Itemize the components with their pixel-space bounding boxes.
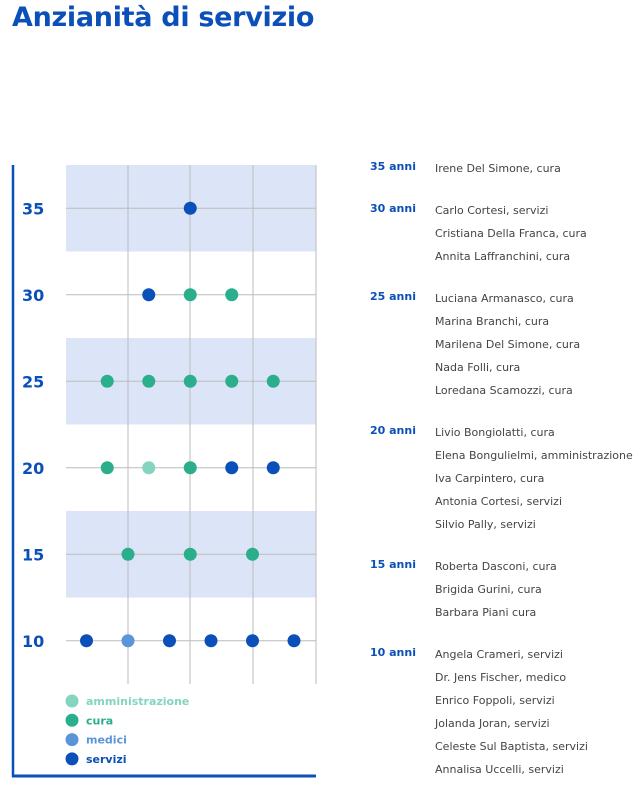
list-item: Roberta Dasconi, cura xyxy=(435,560,557,573)
list-item: Livio Bongiolatti, cura xyxy=(435,426,555,439)
dot-cura xyxy=(225,288,239,302)
y-tick-label: 15 xyxy=(22,545,44,564)
list-item: Carlo Cortesi, servizi xyxy=(435,204,549,217)
y-tick-label: 20 xyxy=(22,459,44,478)
dot-cura xyxy=(266,374,280,388)
years-label: 10 anni xyxy=(370,646,416,659)
list-item: Luciana Armanasco, cura xyxy=(435,292,574,305)
dot-servizi xyxy=(225,461,239,475)
list-item: Antonia Cortesi, servizi xyxy=(435,495,563,508)
list-group: 25 anni Luciana Armanasco, cura Marina Bra… xyxy=(370,290,640,405)
list-item: Jolanda Joran, servizi xyxy=(435,717,550,730)
legend-label-servizi: servizi xyxy=(86,753,127,766)
list-item: Irene Del Simone, cura xyxy=(435,162,561,175)
list-item: Celeste Sul Baptista, servizi xyxy=(435,740,588,753)
list-item: Annita Laffranchini, cura xyxy=(435,250,571,263)
list-item: Cristiana Della Franca, cura xyxy=(435,227,587,240)
years-label: 15 anni xyxy=(370,558,416,571)
list-item: Brigida Gurini, cura xyxy=(435,583,542,596)
list-item: Silvio Pally, servizi xyxy=(435,518,536,531)
dot-cura xyxy=(225,374,239,388)
dot-servizi xyxy=(163,634,176,648)
dot-servizi xyxy=(142,288,156,302)
y-tick-label: 25 xyxy=(22,372,44,391)
dot-servizi xyxy=(204,634,218,648)
list-item: Marina Branchi, cura xyxy=(435,315,550,328)
list-item: Barbara Piani cura xyxy=(435,606,537,619)
dot-cura xyxy=(183,288,197,302)
dot-cura xyxy=(100,461,114,475)
legend-dot-cura xyxy=(65,713,79,727)
list-item: Annalisa Uccelli, servizi xyxy=(435,763,564,776)
list-item: Dr. Jens Fischer, medico xyxy=(435,671,567,684)
dot-servizi xyxy=(246,634,259,648)
dot-cura xyxy=(183,374,197,388)
list-group: 35 anni Irene Del Simone, cura xyxy=(370,160,640,183)
staff-list: 35 anni Irene Del Simone, cura 30 anni Carl… xyxy=(370,160,640,803)
dot-cura xyxy=(100,374,114,388)
dot-cura xyxy=(142,374,156,388)
list-item: Marilena Del Simone, cura xyxy=(435,338,581,351)
years-label: 25 anni xyxy=(370,290,416,303)
list-item: Elena Bongulielmi, amministrazione xyxy=(435,449,633,462)
dot-servizi xyxy=(287,634,301,648)
dot-chart: 35 30 25 20 15 10 amministrazione cura medici ser… xyxy=(11,165,317,778)
dot-servizi xyxy=(80,634,93,648)
legend-dot-amministrazione xyxy=(65,694,79,708)
legend-label-cura: cura xyxy=(86,714,113,727)
y-tick-label: 10 xyxy=(22,632,44,651)
list-item: Enrico Foppoli, servizi xyxy=(435,694,555,707)
y-tick-label: 30 xyxy=(22,286,44,305)
years-label: 20 anni xyxy=(370,424,416,437)
list-group: 15 anni Roberta Dasconi, cura Brigida Guri… xyxy=(370,558,640,627)
dot-amministrazione xyxy=(142,461,156,475)
list-item: Nada Folli, cura xyxy=(435,361,521,374)
list-item: Angela Crameri, servizi xyxy=(435,648,563,661)
dot-cura xyxy=(246,547,259,561)
list-group: 30 anni Carlo Cortesi, servizi Cristiana D… xyxy=(370,202,640,271)
y-tick-label: 35 xyxy=(22,199,44,218)
legend-dot-medici xyxy=(65,733,79,747)
list-item: Loredana Scamozzi, cura xyxy=(435,384,573,397)
dot-cura xyxy=(183,547,197,561)
legend-dot-servizi xyxy=(65,752,79,766)
legend-label-medici: medici xyxy=(86,734,127,747)
years-label: 35 anni xyxy=(370,160,416,173)
years-label: 30 anni xyxy=(370,202,416,215)
dot-cura xyxy=(121,547,135,561)
page-title: Anzianità di servizio xyxy=(12,2,315,33)
dot-medici xyxy=(121,634,135,648)
list-group: 20 anni Livio Bongiolatti, cura Elena Bong… xyxy=(370,424,640,539)
list-group: 10 anni Angela Crameri, servizi Dr. Jens F… xyxy=(370,646,640,784)
dot-cura xyxy=(183,461,197,475)
dot-servizi xyxy=(266,461,280,475)
legend-label-amministrazione: amministrazione xyxy=(86,695,189,708)
list-item: Iva Carpintero, cura xyxy=(435,472,545,485)
dot-servizi xyxy=(183,201,197,215)
